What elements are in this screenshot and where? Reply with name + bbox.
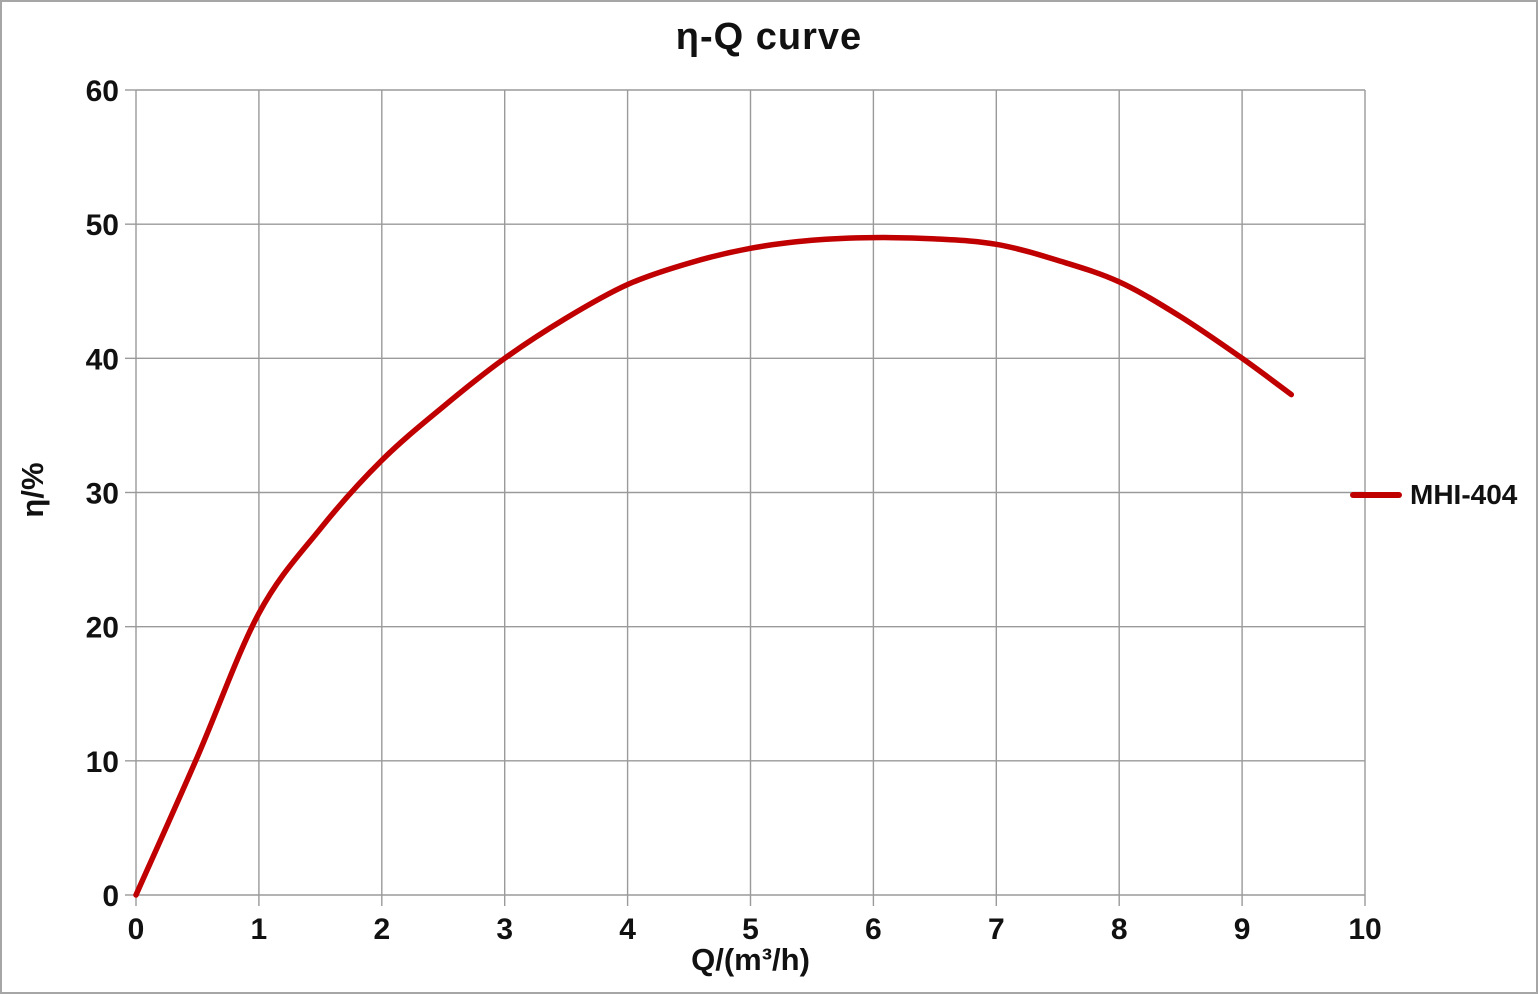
x-tick-label: 2 bbox=[373, 913, 390, 946]
x-tick-label: 3 bbox=[496, 913, 513, 946]
x-axis-title: Q/(m³/h) bbox=[691, 942, 810, 977]
x-tick-label: 4 bbox=[619, 913, 636, 946]
x-tick-label: 0 bbox=[128, 913, 145, 946]
x-tick-label: 9 bbox=[1234, 913, 1251, 946]
efficiency-curve bbox=[133, 234, 1295, 898]
x-tick-label: 6 bbox=[865, 913, 882, 946]
x-tick-label: 1 bbox=[251, 913, 268, 946]
y-tick-label: 40 bbox=[86, 343, 119, 376]
y-axis-title-text: η/% bbox=[15, 462, 50, 518]
x-tick-label: 8 bbox=[1111, 913, 1128, 946]
y-tick-label: 60 bbox=[86, 75, 119, 108]
x-tick-label: 7 bbox=[988, 913, 1005, 946]
chart-title: η-Q curve bbox=[675, 16, 863, 58]
y-tick-label: 20 bbox=[86, 612, 119, 645]
y-tick-label: 50 bbox=[86, 209, 119, 242]
legend-series-label: MHI-404 bbox=[1410, 479, 1518, 510]
y-tick-label: 10 bbox=[86, 746, 119, 779]
x-tick-label: 5 bbox=[742, 913, 759, 946]
legend: MHI-404 bbox=[1350, 479, 1518, 510]
y-tick-label: 30 bbox=[86, 478, 119, 511]
y-tick-label: 0 bbox=[102, 880, 119, 913]
legend-line-sample bbox=[1350, 492, 1402, 498]
x-tick-label: 10 bbox=[1348, 913, 1381, 946]
